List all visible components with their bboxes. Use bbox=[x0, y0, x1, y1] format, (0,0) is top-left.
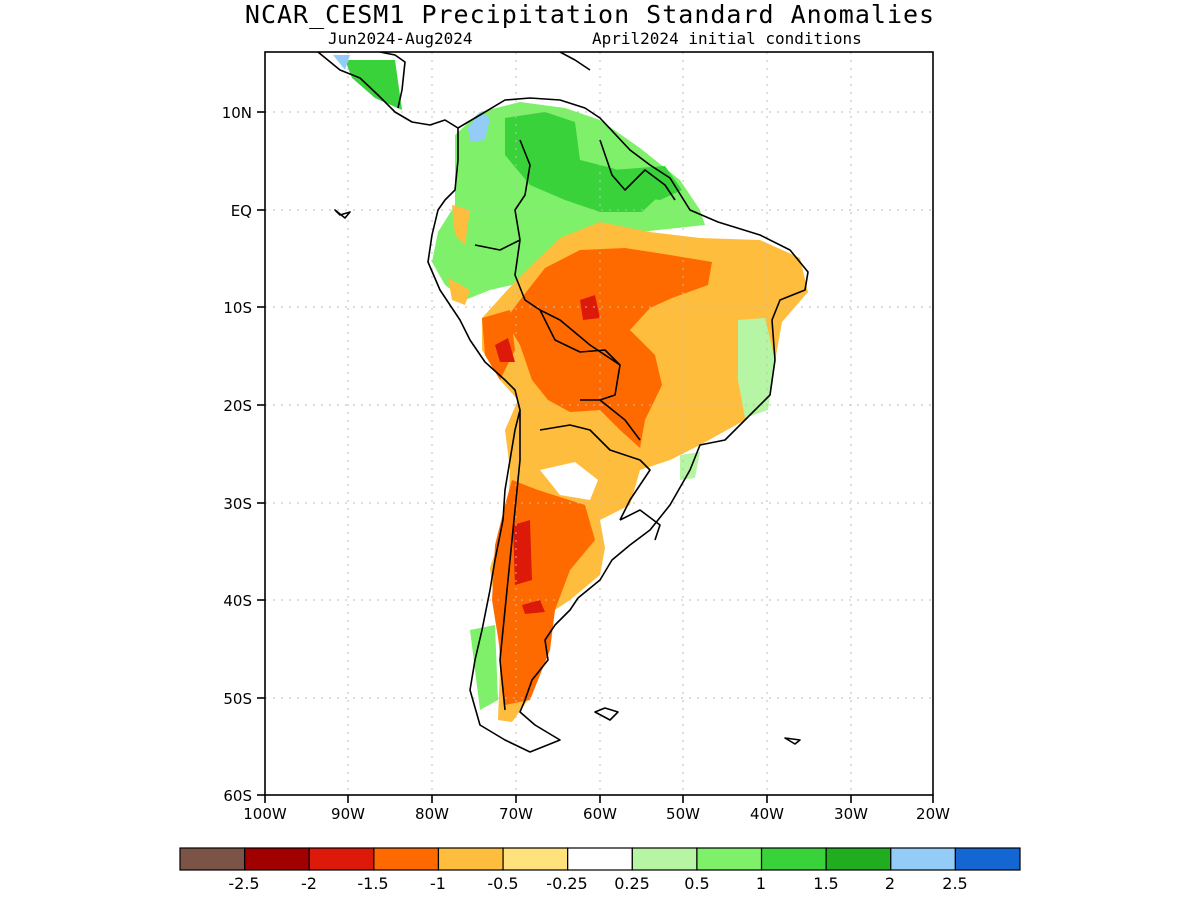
neutral-patch-northeast bbox=[738, 318, 775, 418]
lon-label: 70W bbox=[499, 805, 533, 823]
colorbar-swatch bbox=[502, 847, 569, 871]
colorbar-label: -1.5 bbox=[357, 874, 388, 893]
wet-blue-colombia bbox=[468, 112, 490, 142]
neutral-patch-southeast bbox=[680, 452, 700, 480]
initial-conditions: April2024 initial conditions bbox=[592, 29, 862, 48]
colorbar-swatches bbox=[179, 847, 1021, 871]
forecast-period: Jun2024-Aug2024 bbox=[328, 29, 473, 48]
wet-blue-mexico bbox=[333, 55, 350, 70]
lat-label: 10S bbox=[223, 299, 252, 317]
lat-label: 20S bbox=[223, 397, 252, 415]
border-argentina bbox=[539, 424, 651, 521]
lon-label: 90W bbox=[331, 805, 365, 823]
neutral-patch-chile-south bbox=[470, 625, 498, 710]
falklands bbox=[594, 707, 619, 721]
border-chile-argentina bbox=[499, 410, 521, 711]
lat-label: 50S bbox=[223, 690, 252, 708]
lon-label: 50W bbox=[666, 805, 700, 823]
central-america-outline bbox=[317, 52, 459, 129]
dry-region-ecuador bbox=[448, 278, 470, 305]
colorbar-label: 1 bbox=[756, 874, 766, 893]
colorbar-label: 0.25 bbox=[614, 874, 650, 893]
lat-label: 60S bbox=[223, 787, 252, 805]
axis-ticks bbox=[257, 111, 934, 803]
colorbar-label: 0.5 bbox=[684, 874, 709, 893]
border-brazil-bolivia bbox=[539, 309, 621, 401]
colorbar-swatch bbox=[179, 847, 246, 871]
lat-label: 30S bbox=[223, 495, 252, 513]
lon-label: 60W bbox=[583, 805, 617, 823]
colorbar-swatch bbox=[890, 847, 956, 871]
colorbar-swatch bbox=[954, 847, 1021, 871]
dry-spot-chile bbox=[513, 520, 532, 585]
lon-label: 20W bbox=[916, 805, 950, 823]
border-bolivia-paraguay bbox=[580, 399, 641, 441]
colorbar-label: 2.5 bbox=[942, 874, 967, 893]
colorbar-swatch bbox=[308, 847, 375, 871]
border-uruguay bbox=[619, 509, 661, 541]
dry-spot-rondonia bbox=[580, 295, 600, 320]
south-georgia bbox=[784, 737, 801, 745]
colorbar-label: 1.5 bbox=[813, 874, 838, 893]
colorbar-label: -2 bbox=[301, 874, 317, 893]
dry-spot-bolivia bbox=[495, 338, 515, 362]
anomaly-shading bbox=[333, 55, 808, 722]
dry-core-amazon bbox=[505, 248, 712, 448]
colorbar-label: -1 bbox=[430, 874, 446, 893]
colorbar-labels: -2.5 -2 -1.5 -1 -0.5 -0.25 0.25 0.5 1 1.… bbox=[228, 874, 967, 893]
colorbar-label: 2 bbox=[885, 874, 895, 893]
lon-label: 80W bbox=[415, 805, 449, 823]
lon-label: 30W bbox=[834, 805, 868, 823]
lon-label: 100W bbox=[243, 805, 287, 823]
neutral-patch-argentina bbox=[540, 462, 598, 500]
colorbar-swatch bbox=[244, 847, 310, 871]
map-frame bbox=[264, 51, 934, 796]
lon-label: 40W bbox=[750, 805, 784, 823]
map-title: NCAR_CESM1 Precipitation Standard Anomal… bbox=[244, 0, 936, 29]
border-colombia-peru bbox=[474, 239, 521, 251]
colorbar-swatch bbox=[760, 847, 827, 871]
colorbar-swatch bbox=[567, 847, 633, 871]
central-america-north bbox=[379, 52, 406, 109]
colorbar: -2.5 -2 -1.5 -1 -0.5 -0.25 0.25 0.5 1 1.… bbox=[179, 847, 1021, 893]
colorbar-swatch bbox=[373, 847, 440, 871]
wet-core-panama bbox=[345, 60, 402, 110]
border-guianas bbox=[599, 139, 676, 201]
dry-spot-patagonia bbox=[522, 600, 545, 614]
colorbar-label: -0.25 bbox=[546, 874, 587, 893]
border-venezuela-colombia bbox=[514, 139, 531, 241]
lat-label: 10N bbox=[222, 104, 252, 122]
colorbar-label: -0.5 bbox=[487, 874, 518, 893]
coastlines bbox=[317, 52, 809, 753]
lat-label: 40S bbox=[223, 592, 252, 610]
galapagos bbox=[334, 209, 351, 219]
colorbar-swatch bbox=[437, 847, 504, 871]
colorbar-swatch bbox=[825, 847, 892, 871]
cuba-outline bbox=[559, 52, 591, 71]
colorbar-swatch bbox=[696, 847, 763, 871]
dry-region-peru bbox=[452, 205, 470, 245]
colorbar-swatch bbox=[631, 847, 698, 871]
lat-label: EQ bbox=[231, 202, 252, 220]
south-america-outline bbox=[427, 97, 809, 753]
colorbar-label: -2.5 bbox=[228, 874, 259, 893]
